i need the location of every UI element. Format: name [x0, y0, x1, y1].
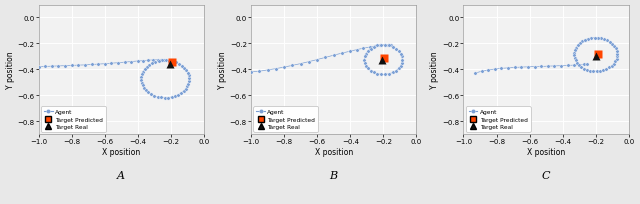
Legend: Agent, Target Predicted, Target Real: Agent, Target Predicted, Target Real [466, 107, 531, 132]
X-axis label: X position: X position [527, 147, 565, 156]
Legend: Agent, Target Predicted, Target Real: Agent, Target Predicted, Target Real [41, 107, 106, 132]
X-axis label: X position: X position [102, 147, 140, 156]
Legend: Agent, Target Predicted, Target Real: Agent, Target Predicted, Target Real [253, 107, 318, 132]
Text: A: A [117, 170, 125, 180]
X-axis label: X position: X position [315, 147, 353, 156]
Text: C: C [542, 170, 550, 180]
Y-axis label: Y position: Y position [6, 51, 15, 89]
Y-axis label: Y position: Y position [430, 51, 440, 89]
Text: B: B [330, 170, 338, 180]
Y-axis label: Y position: Y position [218, 51, 227, 89]
